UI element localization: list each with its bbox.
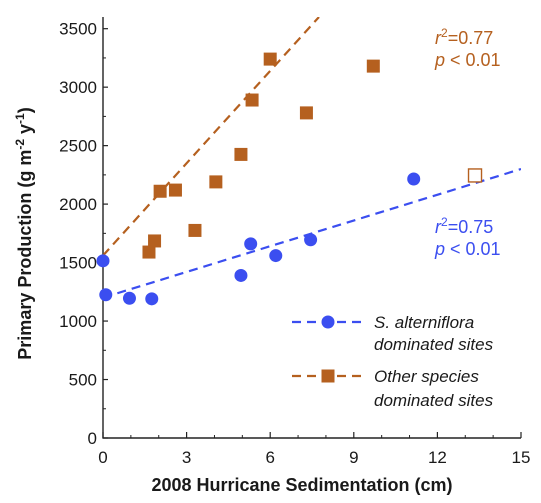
x-tick-label: 12 [428, 448, 447, 467]
trend-line-other-species [103, 17, 320, 257]
r-squared-label: r2=0.75 [435, 215, 493, 237]
legend-marker-circle [321, 315, 335, 329]
legend-label: dominated sites [374, 391, 494, 410]
p-value-label: p < 0.01 [434, 239, 501, 259]
legend: S. alterniflora dominated sites Other spec… [292, 313, 494, 410]
data-points [96, 52, 483, 306]
data-point-alterniflora [96, 254, 110, 268]
data-point-other-species [263, 52, 277, 66]
data-point-alterniflora [122, 291, 136, 305]
legend-marker-square [321, 369, 335, 383]
data-point-alterniflora [407, 172, 421, 186]
x-tick-label: 6 [265, 448, 274, 467]
trend-lines [103, 17, 521, 299]
legend-label: S. alterniflora [374, 313, 474, 332]
y-tick-label: 1500 [59, 254, 97, 273]
data-point-other-species [168, 183, 182, 197]
data-point-other-species [148, 234, 162, 248]
trend-line-alterniflora [103, 167, 521, 299]
data-point-alterniflora [304, 233, 318, 247]
data-point-alterniflora [145, 292, 159, 306]
y-tick-label: 500 [69, 371, 97, 390]
data-point-alterniflora [269, 249, 283, 263]
y-tick-label: 2500 [59, 137, 97, 156]
y-tick-label: 2000 [59, 195, 97, 214]
x-tick-label: 9 [349, 448, 358, 467]
x-tick-label: 0 [98, 448, 107, 467]
x-tick-label: 3 [182, 448, 191, 467]
y-tick-label: 1000 [59, 312, 97, 331]
y-tick-label: 3000 [59, 78, 97, 97]
y-axis-title: Primary Production (g m-2 y-1) [13, 107, 35, 359]
x-axis-title: 2008 Hurricane Sedimentation (cm) [151, 475, 452, 495]
axes: 0 500 1000 1500 2000 2500 3000 3500 0 3 6 9 12 15 [59, 17, 530, 467]
r-squared-label: r2=0.77 [435, 26, 493, 48]
y-tick-label: 3500 [59, 20, 97, 39]
data-point-other-species [188, 223, 202, 237]
data-point-other-species [299, 106, 313, 120]
data-point-other-species [153, 184, 167, 198]
data-point-other-species [245, 93, 259, 107]
x-tick-label: 15 [512, 448, 531, 467]
data-point-alterniflora [99, 288, 113, 302]
data-point-alterniflora [244, 237, 258, 251]
y-tick-label: 0 [88, 429, 97, 448]
p-value-label: p < 0.01 [434, 50, 501, 70]
data-point-other-species [366, 59, 380, 73]
data-point-other-species [234, 147, 248, 161]
data-point-other-species [209, 175, 223, 189]
data-point-open [467, 168, 483, 183]
legend-label: dominated sites [374, 335, 494, 354]
legend-label: Other species [374, 367, 479, 386]
data-point-other-species [142, 245, 156, 259]
data-point-alterniflora [234, 268, 248, 282]
